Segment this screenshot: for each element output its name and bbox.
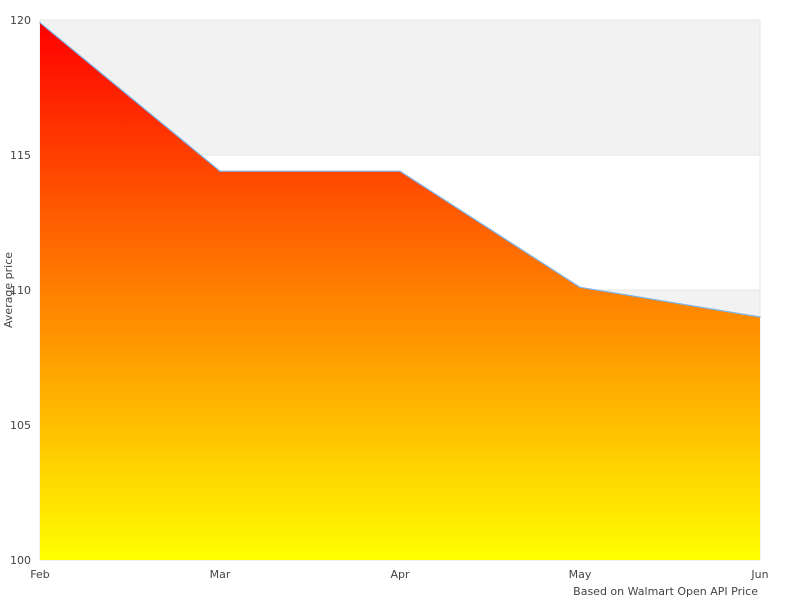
x-axis-title: Based on Walmart Open API Price	[573, 585, 758, 598]
y-axis-ticks: 100 105 110 115 120	[10, 14, 31, 567]
y-tick-label: 100	[10, 554, 31, 567]
data-point	[579, 286, 581, 289]
x-tick-label: Mar	[210, 568, 231, 581]
x-tick-label: Jun	[750, 568, 768, 581]
y-tick-label: 110	[10, 284, 31, 297]
data-point	[39, 21, 41, 24]
y-tick-label: 120	[10, 14, 31, 27]
x-tick-label: Feb	[30, 568, 49, 581]
data-point	[219, 170, 221, 172]
data-point	[759, 316, 761, 318]
y-tick-label: 105	[10, 419, 31, 432]
y-tick-label: 115	[10, 149, 31, 162]
data-point	[399, 170, 401, 172]
x-axis-ticks: Feb Mar Apr May Jun	[30, 568, 768, 581]
y-axis-title: Average price	[2, 252, 15, 328]
series-area	[39, 21, 761, 560]
area-fill	[40, 22, 760, 560]
x-tick-label: May	[569, 568, 592, 581]
x-tick-label: Apr	[390, 568, 410, 581]
